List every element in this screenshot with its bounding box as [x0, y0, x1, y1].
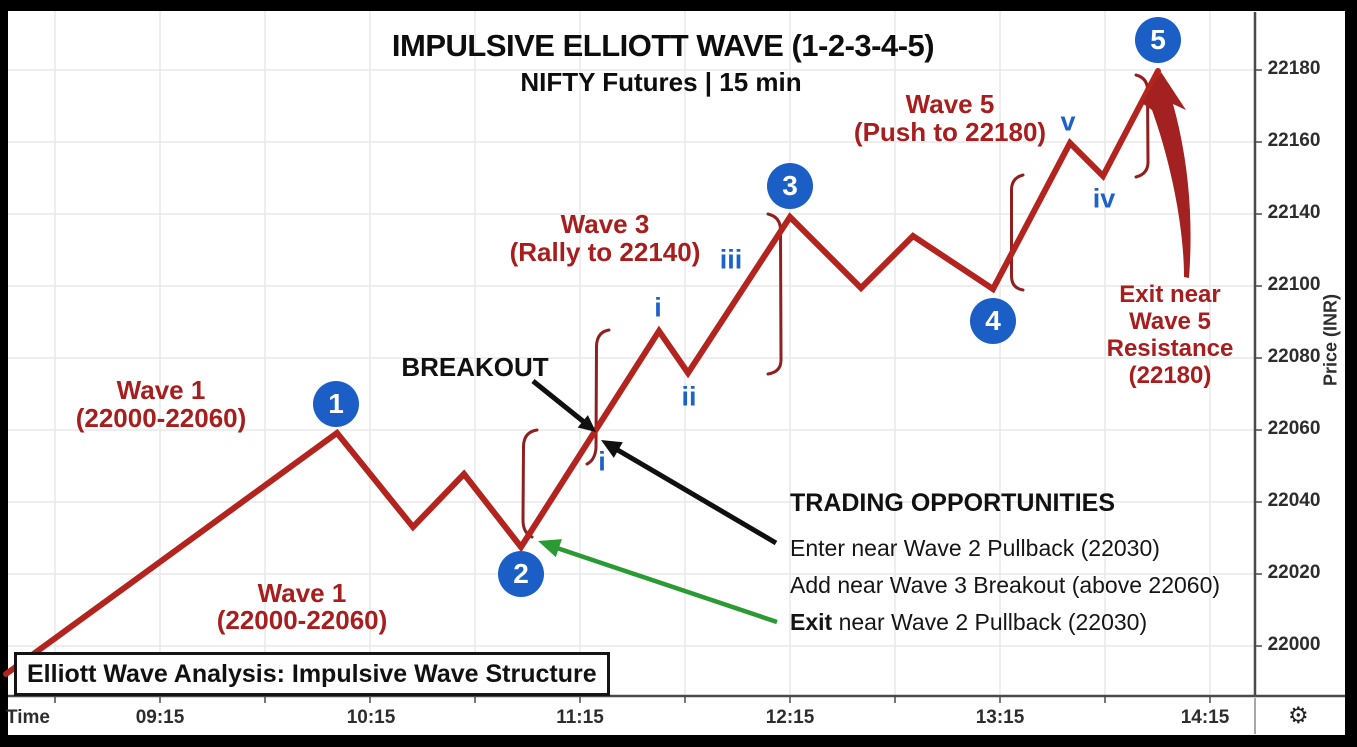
y-tick-22180: 22180: [1267, 58, 1321, 79]
exit-arrow-shaft: [556, 545, 778, 625]
wave3-annotation: Wave 3 (Rally to 22140): [509, 209, 701, 267]
breakout-arrow-shaft: [531, 379, 586, 424]
exit-arrow-head: [538, 539, 562, 558]
wave-marker-5: 5: [1135, 17, 1181, 63]
x-axis-title: Time: [6, 707, 51, 728]
y-axis-title: Price (INR): [1320, 293, 1341, 387]
y-tick-22080: 22080: [1267, 346, 1321, 367]
wave5-left-bracket: [1010, 173, 1025, 292]
footer-analysis-label: Elliott Wave Analysis: Impulsive Wave St…: [14, 652, 610, 696]
wave5-right-bracket: [1134, 73, 1150, 179]
chart-title: IMPULSIVE ELLIOTT WAVE (1-2-3-4-5): [391, 28, 935, 63]
wave-marker-1: 1: [313, 381, 359, 427]
subwave-iii-label: iii: [719, 244, 743, 275]
breakout-bracket: [585, 328, 611, 466]
wave3-bracket: [766, 212, 783, 376]
enter-arrow-shaft: [614, 446, 778, 546]
y-tick-22060: 22060: [1267, 418, 1321, 439]
breakout-label: BREAKOUT: [401, 352, 549, 382]
trading-line-add: Add near Wave 3 Breakout (above 22060): [790, 572, 1221, 598]
subwave-iv-label: iv: [1092, 183, 1116, 214]
x-tick-1415: 14:15: [1180, 707, 1230, 728]
wave-marker-3: 3: [767, 163, 813, 209]
subwave-i-upper-label: i: [654, 292, 662, 323]
wave5-exit-arrow: [1142, 72, 1191, 278]
price-line: [3, 68, 1161, 677]
chart-subtitle: NIFTY Futures | 15 min: [520, 67, 802, 97]
settings-gear-icon[interactable]: ⚙: [1288, 702, 1309, 728]
enter-arrow-head: [601, 440, 623, 458]
trading-opportunities-heading: TRADING OPPORTUNITIES: [790, 489, 1116, 517]
axis-tick-marks: [54, 69, 1262, 703]
chart-canvas: [8, 11, 1345, 735]
subwave-v-label: v: [1060, 106, 1076, 137]
wave5-annotation: Wave 5 (Push to 22180): [853, 89, 1047, 147]
x-tick-1015: 10:15: [346, 707, 396, 728]
y-tick-22040: 22040: [1267, 490, 1321, 511]
subwave-i-lower-label: i: [598, 446, 606, 477]
wave-marker-2: 2: [498, 551, 544, 597]
trading-line-enter: Enter near Wave 2 Pullback (22030): [790, 535, 1160, 561]
wave1-bottom-annotation: Wave 1 (22000-22060): [216, 578, 388, 635]
x-tick-1315: 13:15: [975, 707, 1025, 728]
vertical-gridlines: [54, 11, 1211, 696]
trading-line-exit: Exit near Wave 2 Pullback (22030): [790, 609, 1148, 635]
breakout-arrow-head: [577, 415, 596, 432]
y-tick-22100: 22100: [1267, 274, 1321, 295]
wave1-left-annotation: Wave 1 (22000-22060): [75, 375, 247, 433]
wave-marker-4: 4: [970, 298, 1016, 344]
y-tick-22000: 22000: [1267, 634, 1321, 655]
y-tick-22140: 22140: [1267, 202, 1321, 223]
exit-wave5-annotation: Exit near Wave 5 Resistance (22180): [1106, 281, 1234, 389]
subwave-ii-label: ii: [681, 381, 697, 412]
x-tick-1215: 12:15: [765, 707, 815, 728]
x-tick-1115: 11:15: [556, 707, 604, 728]
y-tick-22160: 22160: [1267, 130, 1321, 151]
x-tick-0915: 09:15: [135, 707, 185, 728]
y-tick-22020: 22020: [1267, 562, 1321, 583]
